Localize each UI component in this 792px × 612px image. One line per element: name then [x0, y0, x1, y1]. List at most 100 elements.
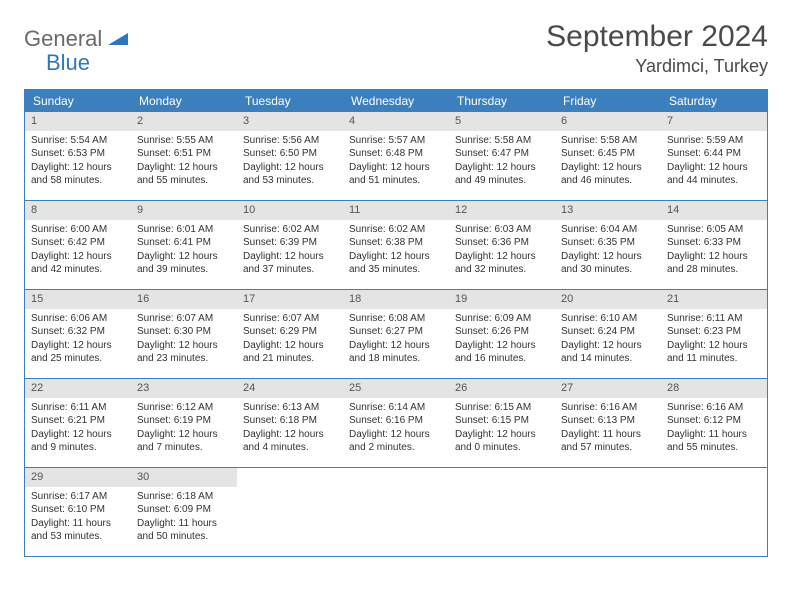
week-row: 8Sunrise: 6:00 AMSunset: 6:42 PMDaylight…	[25, 201, 767, 290]
date-number: 24	[237, 379, 343, 398]
sunset-text: Sunset: 6:51 PM	[137, 147, 231, 161]
date-number: 21	[661, 290, 767, 309]
day-body: Sunrise: 5:57 AMSunset: 6:48 PMDaylight:…	[343, 131, 449, 194]
date-number: 16	[131, 290, 237, 309]
empty-cell	[555, 468, 661, 556]
date-number: 6	[555, 112, 661, 131]
day-body: Sunrise: 6:07 AMSunset: 6:30 PMDaylight:…	[131, 309, 237, 372]
daylight1-text: Daylight: 11 hours	[667, 428, 761, 442]
date-number: 18	[343, 290, 449, 309]
date-number: 12	[449, 201, 555, 220]
day-cell: 12Sunrise: 6:03 AMSunset: 6:36 PMDayligh…	[449, 201, 555, 289]
daylight1-text: Daylight: 12 hours	[137, 161, 231, 175]
day-cell: 3Sunrise: 5:56 AMSunset: 6:50 PMDaylight…	[237, 112, 343, 200]
sunrise-text: Sunrise: 6:05 AM	[667, 223, 761, 237]
date-number: 26	[449, 379, 555, 398]
sunrise-text: Sunrise: 6:01 AM	[137, 223, 231, 237]
daylight1-text: Daylight: 12 hours	[667, 250, 761, 264]
date-number: 11	[343, 201, 449, 220]
day-body: Sunrise: 6:02 AMSunset: 6:38 PMDaylight:…	[343, 220, 449, 283]
daylight1-text: Daylight: 12 hours	[137, 339, 231, 353]
day-body: Sunrise: 6:02 AMSunset: 6:39 PMDaylight:…	[237, 220, 343, 283]
day-body: Sunrise: 6:09 AMSunset: 6:26 PMDaylight:…	[449, 309, 555, 372]
sunset-text: Sunset: 6:21 PM	[31, 414, 125, 428]
day-cell: 17Sunrise: 6:07 AMSunset: 6:29 PMDayligh…	[237, 290, 343, 378]
empty-cell	[237, 468, 343, 556]
daylight1-text: Daylight: 12 hours	[455, 161, 549, 175]
daylight1-text: Daylight: 12 hours	[455, 250, 549, 264]
sunrise-text: Sunrise: 5:58 AM	[455, 134, 549, 148]
day-cell: 28Sunrise: 6:16 AMSunset: 6:12 PMDayligh…	[661, 379, 767, 467]
day-body: Sunrise: 6:11 AMSunset: 6:23 PMDaylight:…	[661, 309, 767, 372]
sunset-text: Sunset: 6:35 PM	[561, 236, 655, 250]
sunset-text: Sunset: 6:18 PM	[243, 414, 337, 428]
daylight2-text: and 4 minutes.	[243, 441, 337, 455]
daylight2-text: and 32 minutes.	[455, 263, 549, 277]
sunrise-text: Sunrise: 6:11 AM	[31, 401, 125, 415]
triangle-icon	[108, 29, 128, 50]
weekday-tuesday: Tuesday	[237, 90, 343, 112]
daylight1-text: Daylight: 12 hours	[243, 339, 337, 353]
day-cell: 26Sunrise: 6:15 AMSunset: 6:15 PMDayligh…	[449, 379, 555, 467]
sunset-text: Sunset: 6:30 PM	[137, 325, 231, 339]
daylight1-text: Daylight: 12 hours	[667, 339, 761, 353]
daylight2-text: and 21 minutes.	[243, 352, 337, 366]
sunrise-text: Sunrise: 6:18 AM	[137, 490, 231, 504]
sunrise-text: Sunrise: 6:06 AM	[31, 312, 125, 326]
day-body: Sunrise: 6:12 AMSunset: 6:19 PMDaylight:…	[131, 398, 237, 461]
daylight2-text: and 55 minutes.	[667, 441, 761, 455]
date-number: 27	[555, 379, 661, 398]
sunrise-text: Sunrise: 5:57 AM	[349, 134, 443, 148]
day-body: Sunrise: 6:04 AMSunset: 6:35 PMDaylight:…	[555, 220, 661, 283]
sunrise-text: Sunrise: 6:15 AM	[455, 401, 549, 415]
day-body: Sunrise: 5:58 AMSunset: 6:45 PMDaylight:…	[555, 131, 661, 194]
sunset-text: Sunset: 6:47 PM	[455, 147, 549, 161]
daylight2-text: and 0 minutes.	[455, 441, 549, 455]
day-cell: 5Sunrise: 5:58 AMSunset: 6:47 PMDaylight…	[449, 112, 555, 200]
day-cell: 10Sunrise: 6:02 AMSunset: 6:39 PMDayligh…	[237, 201, 343, 289]
sunset-text: Sunset: 6:36 PM	[455, 236, 549, 250]
daylight2-text: and 2 minutes.	[349, 441, 443, 455]
date-number: 28	[661, 379, 767, 398]
day-body: Sunrise: 6:11 AMSunset: 6:21 PMDaylight:…	[25, 398, 131, 461]
daylight2-text: and 30 minutes.	[561, 263, 655, 277]
daylight2-text: and 39 minutes.	[137, 263, 231, 277]
day-body: Sunrise: 6:17 AMSunset: 6:10 PMDaylight:…	[25, 487, 131, 550]
day-body: Sunrise: 5:56 AMSunset: 6:50 PMDaylight:…	[237, 131, 343, 194]
date-number: 29	[25, 468, 131, 487]
day-cell: 14Sunrise: 6:05 AMSunset: 6:33 PMDayligh…	[661, 201, 767, 289]
day-body: Sunrise: 6:00 AMSunset: 6:42 PMDaylight:…	[25, 220, 131, 283]
daylight1-text: Daylight: 12 hours	[349, 428, 443, 442]
sunset-text: Sunset: 6:24 PM	[561, 325, 655, 339]
date-number: 10	[237, 201, 343, 220]
sunrise-text: Sunrise: 6:04 AM	[561, 223, 655, 237]
sunset-text: Sunset: 6:42 PM	[31, 236, 125, 250]
day-body: Sunrise: 6:16 AMSunset: 6:13 PMDaylight:…	[555, 398, 661, 461]
sunrise-text: Sunrise: 5:55 AM	[137, 134, 231, 148]
location-label: Yardimci, Turkey	[546, 56, 768, 77]
daylight2-text: and 14 minutes.	[561, 352, 655, 366]
day-cell: 16Sunrise: 6:07 AMSunset: 6:30 PMDayligh…	[131, 290, 237, 378]
day-body: Sunrise: 6:18 AMSunset: 6:09 PMDaylight:…	[131, 487, 237, 550]
sunrise-text: Sunrise: 6:16 AM	[561, 401, 655, 415]
sunset-text: Sunset: 6:32 PM	[31, 325, 125, 339]
header: General September 2024 Yardimci, Turkey	[24, 20, 768, 77]
weekday-header-row: SundayMondayTuesdayWednesdayThursdayFrid…	[25, 90, 767, 112]
daylight1-text: Daylight: 12 hours	[243, 250, 337, 264]
day-cell: 6Sunrise: 5:58 AMSunset: 6:45 PMDaylight…	[555, 112, 661, 200]
daylight2-text: and 7 minutes.	[137, 441, 231, 455]
weekday-saturday: Saturday	[661, 90, 767, 112]
date-number: 1	[25, 112, 131, 131]
date-number: 3	[237, 112, 343, 131]
day-body: Sunrise: 5:58 AMSunset: 6:47 PMDaylight:…	[449, 131, 555, 194]
title-block: September 2024 Yardimci, Turkey	[546, 20, 768, 77]
daylight1-text: Daylight: 12 hours	[561, 250, 655, 264]
date-number: 7	[661, 112, 767, 131]
daylight1-text: Daylight: 11 hours	[31, 517, 125, 531]
day-cell: 22Sunrise: 6:11 AMSunset: 6:21 PMDayligh…	[25, 379, 131, 467]
day-cell: 8Sunrise: 6:00 AMSunset: 6:42 PMDaylight…	[25, 201, 131, 289]
date-number: 23	[131, 379, 237, 398]
sunset-text: Sunset: 6:23 PM	[667, 325, 761, 339]
sunrise-text: Sunrise: 6:17 AM	[31, 490, 125, 504]
day-body: Sunrise: 6:08 AMSunset: 6:27 PMDaylight:…	[343, 309, 449, 372]
